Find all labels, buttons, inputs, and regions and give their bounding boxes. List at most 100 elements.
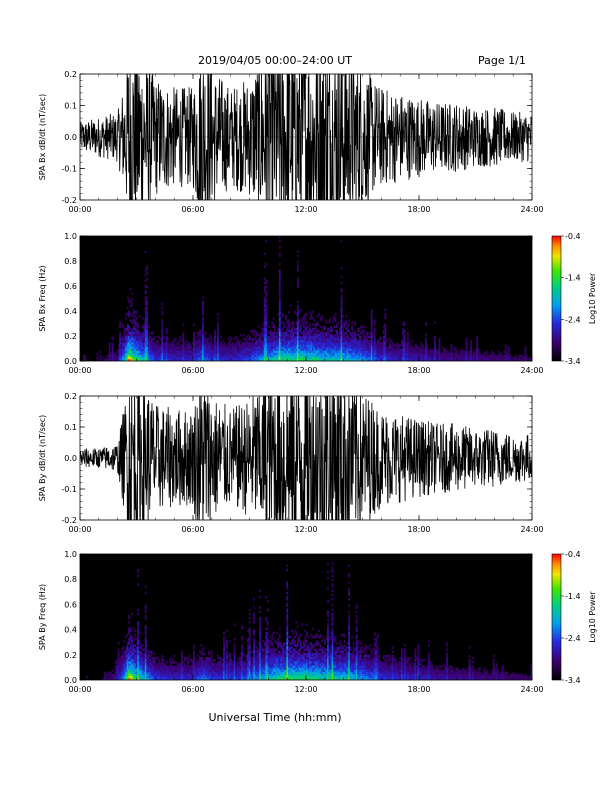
spectrogram-cell <box>236 665 239 668</box>
spectrogram-cell <box>366 358 369 361</box>
spectrogram-cell <box>456 358 459 361</box>
spectrogram-cell <box>247 667 250 670</box>
spectrogram-cell <box>189 673 192 677</box>
spectrogram-cell <box>120 675 123 679</box>
spectrogram-cell <box>232 675 234 679</box>
spectrogram-cell <box>247 644 250 647</box>
spectrogram-cell <box>498 354 501 358</box>
spectrogram-cell <box>153 348 156 351</box>
spectrogram-cell <box>384 325 387 328</box>
spectrogram-cell <box>209 673 212 677</box>
spectrogram-cell <box>233 661 236 664</box>
spectrogram-cell <box>123 677 126 680</box>
spectrogram-cell <box>132 627 135 630</box>
spectrogram-cell <box>293 350 296 353</box>
spectrogram-cell <box>302 317 305 320</box>
spectrogram-cell <box>278 308 281 312</box>
spectrogram-cell <box>155 677 158 680</box>
spectrogram-cell <box>364 336 367 339</box>
spectrogram-cell <box>197 344 200 347</box>
spectrogram-cell <box>134 663 137 666</box>
spectrogram-cell <box>253 677 256 680</box>
spectrogram-cell <box>247 673 250 677</box>
spectrogram-cell <box>126 313 129 316</box>
spectrogram-cell <box>492 358 495 361</box>
spectrogram-cell <box>256 344 259 347</box>
spectrogram-cell <box>205 354 207 358</box>
spectrogram-cell <box>425 346 427 349</box>
spectrogram-cell <box>306 336 308 339</box>
spectrogram-cell <box>140 350 143 353</box>
spectrogram-cell <box>126 329 129 333</box>
spectrogram-cell <box>263 344 266 347</box>
spectrogram-cell <box>122 677 124 680</box>
spectrogram-cell <box>275 346 278 349</box>
spectrogram-cell <box>171 348 174 351</box>
spectrogram-cell <box>301 346 304 349</box>
spectrogram-cell <box>265 311 268 314</box>
spectrogram-cell <box>325 354 328 358</box>
spectrogram-cell <box>422 346 424 349</box>
spectrogram-cell <box>319 336 322 339</box>
spectrogram-cell <box>193 675 195 679</box>
spectrogram-cell <box>426 346 429 349</box>
spectrogram-cell <box>269 336 272 339</box>
spectrogram-cell <box>211 356 213 360</box>
spectrogram-cell <box>217 323 219 326</box>
spectrogram-cell <box>483 352 486 356</box>
spectrogram-cell <box>259 646 262 649</box>
spectrogram-cell <box>277 354 280 358</box>
spectrogram-cell <box>277 313 280 316</box>
spectrogram-cell <box>265 319 268 322</box>
spectrogram-cell <box>406 358 409 361</box>
spectrogram-cell <box>340 342 343 345</box>
spectrogram-cell <box>129 313 132 316</box>
spectrogram-cell <box>144 585 147 588</box>
spectrogram-cell <box>310 346 313 349</box>
spectrogram-cell <box>381 356 384 360</box>
spectrogram-cell <box>120 663 123 666</box>
spectrogram-cell <box>200 329 203 333</box>
spectrogram-cell <box>420 344 423 347</box>
spectrogram-cell <box>126 646 129 649</box>
spectrogram-cell <box>149 673 152 677</box>
spectrogram-cell <box>104 677 106 680</box>
spectrogram-cell <box>256 663 259 666</box>
spectrogram-cell <box>275 348 278 351</box>
spectrogram-cell <box>134 648 137 651</box>
spectrogram-cell <box>162 336 165 339</box>
spectrogram-cell <box>217 677 219 680</box>
spectrogram-cell <box>232 350 234 353</box>
spectrogram-cell <box>214 346 216 349</box>
spectrogram-cell <box>280 358 283 361</box>
spectrogram-cell <box>131 667 134 670</box>
spectrogram-cell <box>465 352 468 356</box>
spectrogram-cell <box>309 358 311 361</box>
spectrogram-cell <box>239 346 242 349</box>
spectrogram-cell <box>373 356 376 360</box>
spectrogram-cell <box>150 667 153 670</box>
spectrogram-cell <box>321 336 323 339</box>
spectrogram-cell <box>197 340 200 343</box>
spectrogram-cell <box>310 315 313 318</box>
spectrogram-cell <box>408 348 411 351</box>
spectrogram-cell <box>248 633 251 637</box>
spectrogram-cell <box>257 342 260 345</box>
spectrogram-cell <box>126 650 129 653</box>
spectrogram-cell <box>239 354 242 358</box>
spectrogram-cell <box>423 358 426 361</box>
spectrogram-cell <box>125 317 128 320</box>
spectrogram-cell <box>152 346 155 349</box>
spectrogram-cell <box>388 356 391 360</box>
spectrogram-cell <box>369 333 372 337</box>
spectrogram-cell <box>269 338 272 341</box>
spectrogram-cell <box>382 340 385 343</box>
spectrogram-cell <box>254 656 257 660</box>
spectrogram-cell <box>343 356 346 360</box>
spectrogram-cell <box>254 661 257 664</box>
spectrogram-cell <box>128 346 131 349</box>
spectrogram-cell <box>223 673 225 677</box>
spectrogram-cell <box>119 669 121 672</box>
spectrogram-cell <box>134 356 137 360</box>
spectrogram-cell <box>438 340 441 343</box>
